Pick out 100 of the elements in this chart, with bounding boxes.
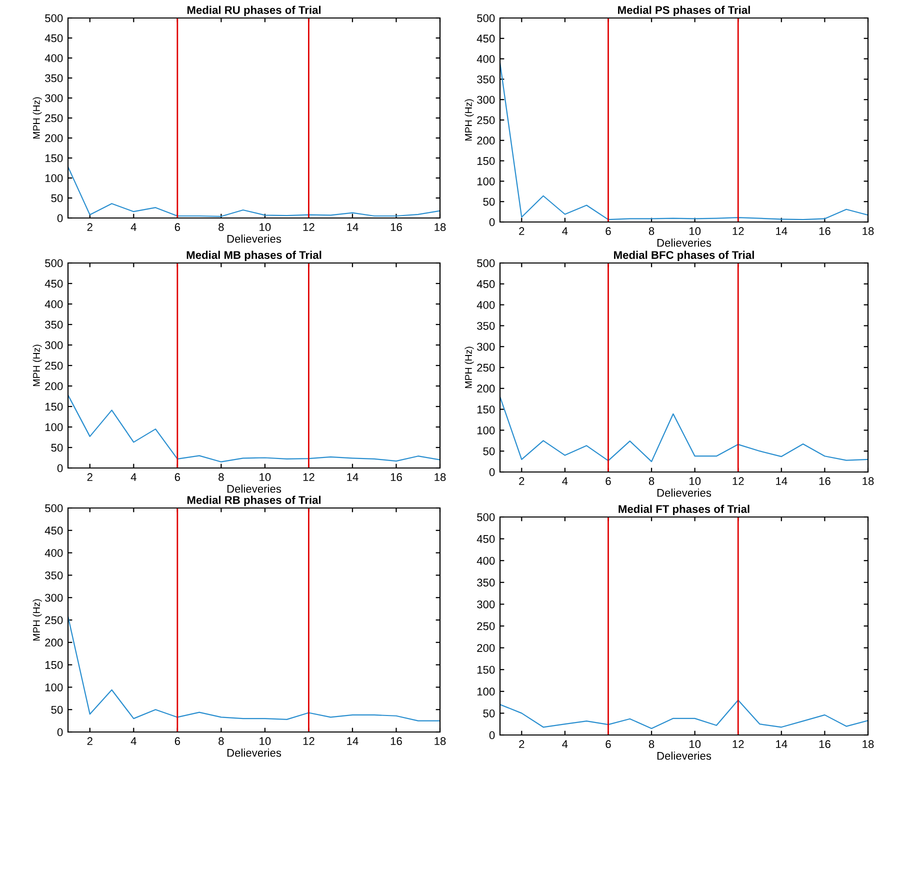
x-tick-label: 12 (303, 473, 314, 481)
x-tick-label: 2 (87, 737, 92, 745)
y-tick-label: 350 (477, 75, 495, 84)
y-tick-label: 400 (44, 54, 63, 62)
y-tick-label: 450 (476, 280, 495, 288)
x-tick-label: 4 (562, 227, 568, 235)
x-tick-label: 16 (819, 227, 830, 236)
y-tick-label: 250 (45, 616, 63, 624)
y-tick-label: 0 (489, 468, 495, 476)
x-tick-label: 8 (218, 223, 224, 232)
y-tick-label: 150 (45, 661, 63, 669)
x-tick-label: 12 (303, 223, 314, 231)
y-tick-label: 450 (476, 34, 495, 43)
y-tick-label: 500 (45, 504, 63, 512)
x-tick-label: 2 (87, 223, 92, 231)
y-tick-label: 200 (477, 384, 495, 393)
y-tick-label: 500 (45, 14, 63, 22)
y-tick-label: 150 (477, 406, 495, 414)
y-axis-title: MPH (Hz) (32, 97, 42, 139)
x-tick-label: 14 (776, 740, 788, 748)
y-axis-title: MPH (Hz) (464, 346, 474, 388)
x-tick-label: 16 (819, 740, 830, 748)
y-tick-label: 500 (477, 513, 495, 522)
y-tick-label: 450 (44, 34, 63, 42)
x-tick-label: 8 (648, 477, 654, 486)
x-tick-label: 10 (260, 223, 271, 232)
y-tick-label: 500 (477, 14, 495, 22)
y-tick-label: 200 (45, 134, 63, 142)
y-axis-title: MPH (Hz) (32, 599, 42, 641)
y-tick-label: 200 (45, 382, 63, 390)
y-tick-label: 50 (483, 447, 495, 456)
x-axis-title: Delieveries (227, 484, 282, 493)
y-axis-title: MPH (Hz) (464, 99, 474, 141)
x-tick-label: 8 (648, 740, 654, 748)
y-tick-label: 500 (45, 259, 63, 268)
y-tick-label: 50 (483, 709, 495, 718)
x-tick-label: 16 (390, 223, 402, 232)
x-tick-label: 6 (606, 227, 611, 236)
y-tick-label: 0 (57, 464, 63, 472)
y-tick-label: 300 (477, 96, 495, 104)
x-tick-label: 4 (130, 737, 136, 745)
x-axis-title: Delieveries (227, 234, 282, 243)
y-tick-label: 450 (44, 526, 63, 535)
x-tick-label: 12 (732, 740, 744, 748)
x-axis-title: Delieveries (657, 488, 712, 497)
x-tick-label: 18 (862, 740, 874, 748)
x-tick-label: 14 (776, 477, 788, 485)
y-tick-label: 150 (477, 666, 495, 674)
y-tick-label: 300 (45, 594, 63, 602)
y-tick-label: 300 (45, 94, 63, 102)
y-tick-label: 500 (477, 259, 495, 268)
y-tick-label: 350 (45, 320, 63, 329)
x-tick-label: 10 (689, 477, 701, 486)
x-tick-label: 16 (390, 737, 402, 746)
x-tick-label: 16 (390, 473, 402, 482)
y-tick-label: 250 (477, 622, 495, 630)
x-tick-label: 6 (174, 737, 180, 746)
y-tick-label: 150 (477, 157, 495, 165)
chart-title: Medial RU phases of Trial (187, 6, 321, 16)
x-axis-title: Delieveries (227, 748, 282, 757)
x-tick-label: 12 (303, 737, 314, 745)
x-tick-label: 2 (519, 740, 524, 748)
x-tick-label: 10 (689, 740, 701, 748)
x-tick-label: 10 (689, 227, 701, 236)
x-tick-label: 14 (776, 227, 788, 235)
y-tick-label: 50 (51, 706, 63, 714)
y-tick-label: 250 (477, 116, 495, 124)
y-tick-label: 250 (45, 114, 63, 122)
x-tick-label: 6 (174, 223, 180, 232)
x-tick-label: 6 (606, 477, 611, 486)
x-tick-label: 8 (218, 737, 224, 746)
x-tick-label: 14 (347, 737, 358, 745)
y-tick-label: 0 (57, 728, 63, 736)
y-tick-label: 100 (45, 423, 63, 432)
y-tick-label: 100 (477, 426, 495, 434)
y-tick-label: 400 (476, 55, 495, 63)
x-tick-label: 6 (606, 740, 611, 748)
x-tick-label: 18 (434, 737, 446, 746)
y-tick-label: 0 (57, 214, 63, 222)
y-tick-label: 400 (44, 549, 63, 557)
x-tick-label: 2 (519, 477, 524, 485)
x-tick-label: 4 (562, 740, 568, 748)
y-tick-label: 100 (45, 174, 63, 182)
y-tick-label: 350 (477, 578, 495, 587)
x-tick-label: 18 (434, 223, 446, 232)
y-tick-label: 150 (45, 402, 63, 411)
x-tick-label: 4 (130, 223, 136, 231)
x-tick-label: 12 (732, 227, 744, 235)
x-tick-label: 2 (87, 473, 92, 481)
x-tick-label: 16 (819, 477, 830, 486)
y-tick-label: 50 (51, 444, 63, 452)
y-tick-label: 200 (45, 638, 63, 647)
chart-title: Medial PS phases of Trial (618, 6, 750, 16)
y-tick-label: 350 (45, 74, 63, 82)
y-tick-label: 100 (45, 683, 63, 692)
y-tick-label: 200 (477, 136, 495, 145)
chart-title: Medial FT phases of Trial (618, 504, 750, 516)
y-tick-label: 400 (44, 300, 63, 308)
x-tick-label: 8 (218, 473, 224, 482)
x-tick-label: 4 (562, 477, 568, 485)
